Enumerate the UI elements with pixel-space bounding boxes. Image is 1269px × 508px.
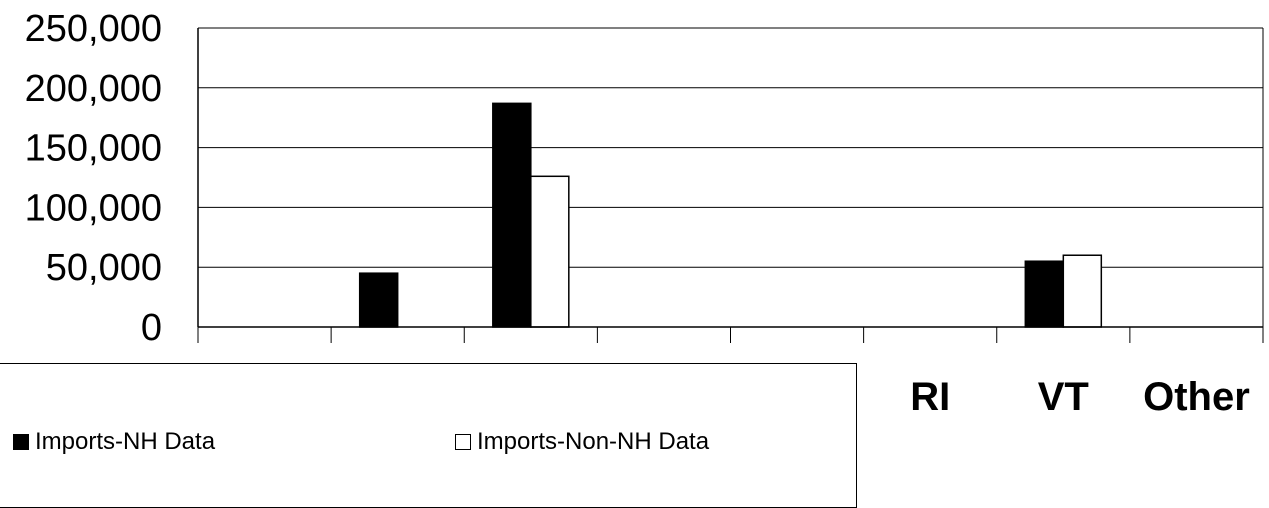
x-axis-ticks — [197, 327, 1264, 343]
y-axis-tick-labels: 0 50,000 100,000 150,000 200,000 250,000 — [25, 8, 162, 349]
y-tick-label: 150,000 — [25, 128, 162, 170]
legend-swatch-imports-non-nh — [455, 434, 471, 450]
bar-imports-nh — [492, 102, 532, 328]
bar-imports-non-nh — [1062, 254, 1103, 328]
legend-label-imports-non-nh: Imports-Non-NH Data — [477, 428, 710, 455]
legend-item-imports-nh: Imports-NH Data — [13, 428, 215, 456]
legend-label-imports-nh: Imports-NH Data — [35, 428, 216, 455]
bar-imports-nh — [358, 272, 399, 328]
axes — [197, 27, 1264, 328]
bars — [358, 102, 1103, 328]
x-category-label: Other — [1143, 375, 1250, 419]
x-category-label: RI — [910, 375, 950, 419]
y-tick-label: 200,000 — [25, 68, 162, 110]
legend-item-imports-non-nh: Imports-Non-NH Data — [455, 428, 709, 456]
x-category-label: VT — [1038, 375, 1089, 419]
bar-imports-non-nh — [530, 175, 570, 328]
y-tick-label: 50,000 — [46, 247, 162, 289]
y-tick-label: 100,000 — [25, 187, 162, 229]
y-tick-label: 0 — [141, 307, 162, 349]
legend: Imports-NH Data Imports-Non-NH Data — [0, 363, 857, 508]
gridlines — [198, 27, 1263, 268]
legend-swatch-imports-nh — [13, 434, 29, 450]
bar-imports-nh — [1024, 260, 1065, 328]
y-tick-label: 250,000 — [25, 8, 162, 50]
x-axis-category-labels: RI VT Other — [910, 375, 1250, 419]
